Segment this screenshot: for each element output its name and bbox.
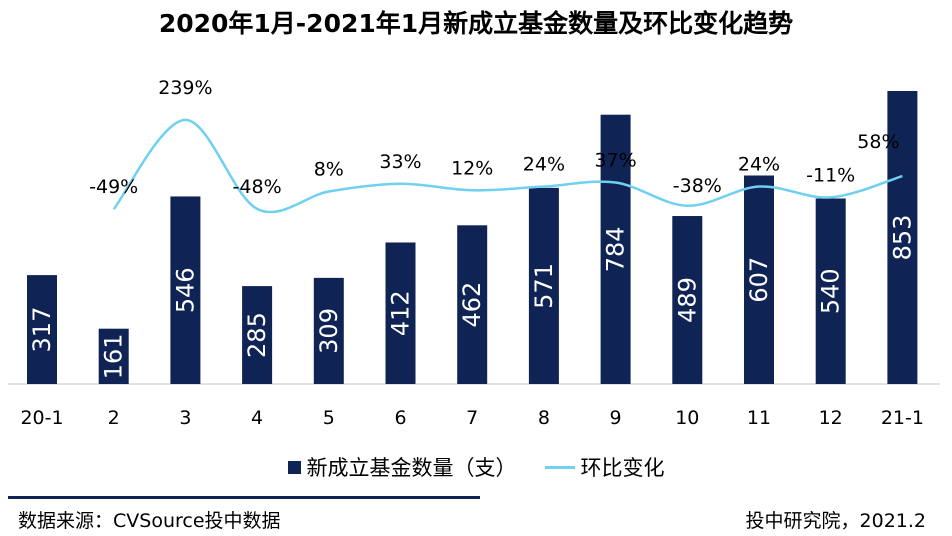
pct-label: 8% [314, 159, 344, 181]
x-tick-label: 5 [323, 407, 335, 429]
legend-line-swatch [544, 465, 575, 469]
x-tick-label: 7 [466, 407, 478, 429]
pct-label: 12% [451, 157, 493, 179]
bar [600, 114, 631, 385]
bar-value-label: 412 [387, 290, 415, 336]
bar-value-label: 161 [100, 333, 128, 379]
bar-value-label: 540 [817, 268, 845, 314]
bar-value-label: 317 [28, 307, 56, 353]
legend-bar-label: 新成立基金数量（支） [306, 456, 517, 480]
x-tick-label: 2 [108, 407, 120, 429]
bar-value-label: 489 [673, 277, 701, 323]
pct-label: -49% [89, 176, 138, 198]
bar [385, 242, 416, 384]
x-tick-label: 21-1 [881, 407, 924, 429]
bar-value-label: 285 [243, 312, 271, 358]
legend-line-label: 环比变化 [580, 456, 665, 480]
pct-label: 24% [523, 154, 565, 176]
pct-label: -11% [806, 164, 855, 186]
legend-item-line: 环比变化 [544, 452, 665, 482]
x-tick-label: 3 [179, 407, 191, 429]
bar [457, 225, 488, 384]
legend: 新成立基金数量（支） 环比变化 [0, 452, 952, 482]
bar [815, 198, 846, 384]
bar-value-label: 607 [745, 257, 773, 303]
x-tick-label: 6 [394, 407, 406, 429]
bar [744, 175, 774, 384]
bar [27, 275, 57, 384]
bar-value-label: 784 [602, 226, 630, 272]
pct-label: -38% [673, 175, 722, 197]
bar-value-label: 546 [171, 267, 199, 313]
x-tick-label: 4 [251, 407, 263, 429]
bar-value-label: 462 [458, 282, 486, 328]
bar-value-label: 853 [888, 215, 916, 261]
pct-label: 37% [594, 150, 636, 172]
legend-bar-swatch [287, 460, 301, 474]
line-series [112, 118, 903, 214]
x-tick-label: 12 [819, 407, 843, 429]
x-tick-label: 11 [747, 407, 771, 429]
pct-label: 24% [738, 154, 780, 176]
pct-label: 58% [857, 131, 899, 153]
footer-rule [8, 496, 480, 499]
bar [242, 286, 273, 384]
bar [672, 216, 703, 384]
pct-label: -48% [233, 176, 282, 198]
x-tick-label: 20-1 [20, 407, 63, 429]
bar [313, 277, 344, 384]
bar [887, 90, 918, 384]
bar-value-label: 571 [530, 263, 558, 309]
credit-note: 投中研究院，2021.2 [745, 510, 926, 532]
x-tick-label: 8 [538, 407, 550, 429]
x-tick-label: 9 [610, 407, 622, 429]
x-tick-label: 10 [675, 407, 699, 429]
chart-title: 2020年1月-2021年1月新成立基金数量及环比变化趋势 [158, 9, 794, 38]
pct-label: 239% [158, 77, 212, 99]
legend-item-bar: 新成立基金数量（支） [287, 452, 517, 482]
bar [170, 196, 201, 384]
pct-label: 33% [379, 151, 421, 173]
bar [98, 328, 129, 384]
bar-value-label: 309 [315, 308, 343, 354]
source-note: 数据来源：CVSource投中数据 [18, 510, 281, 532]
bar [528, 187, 559, 384]
